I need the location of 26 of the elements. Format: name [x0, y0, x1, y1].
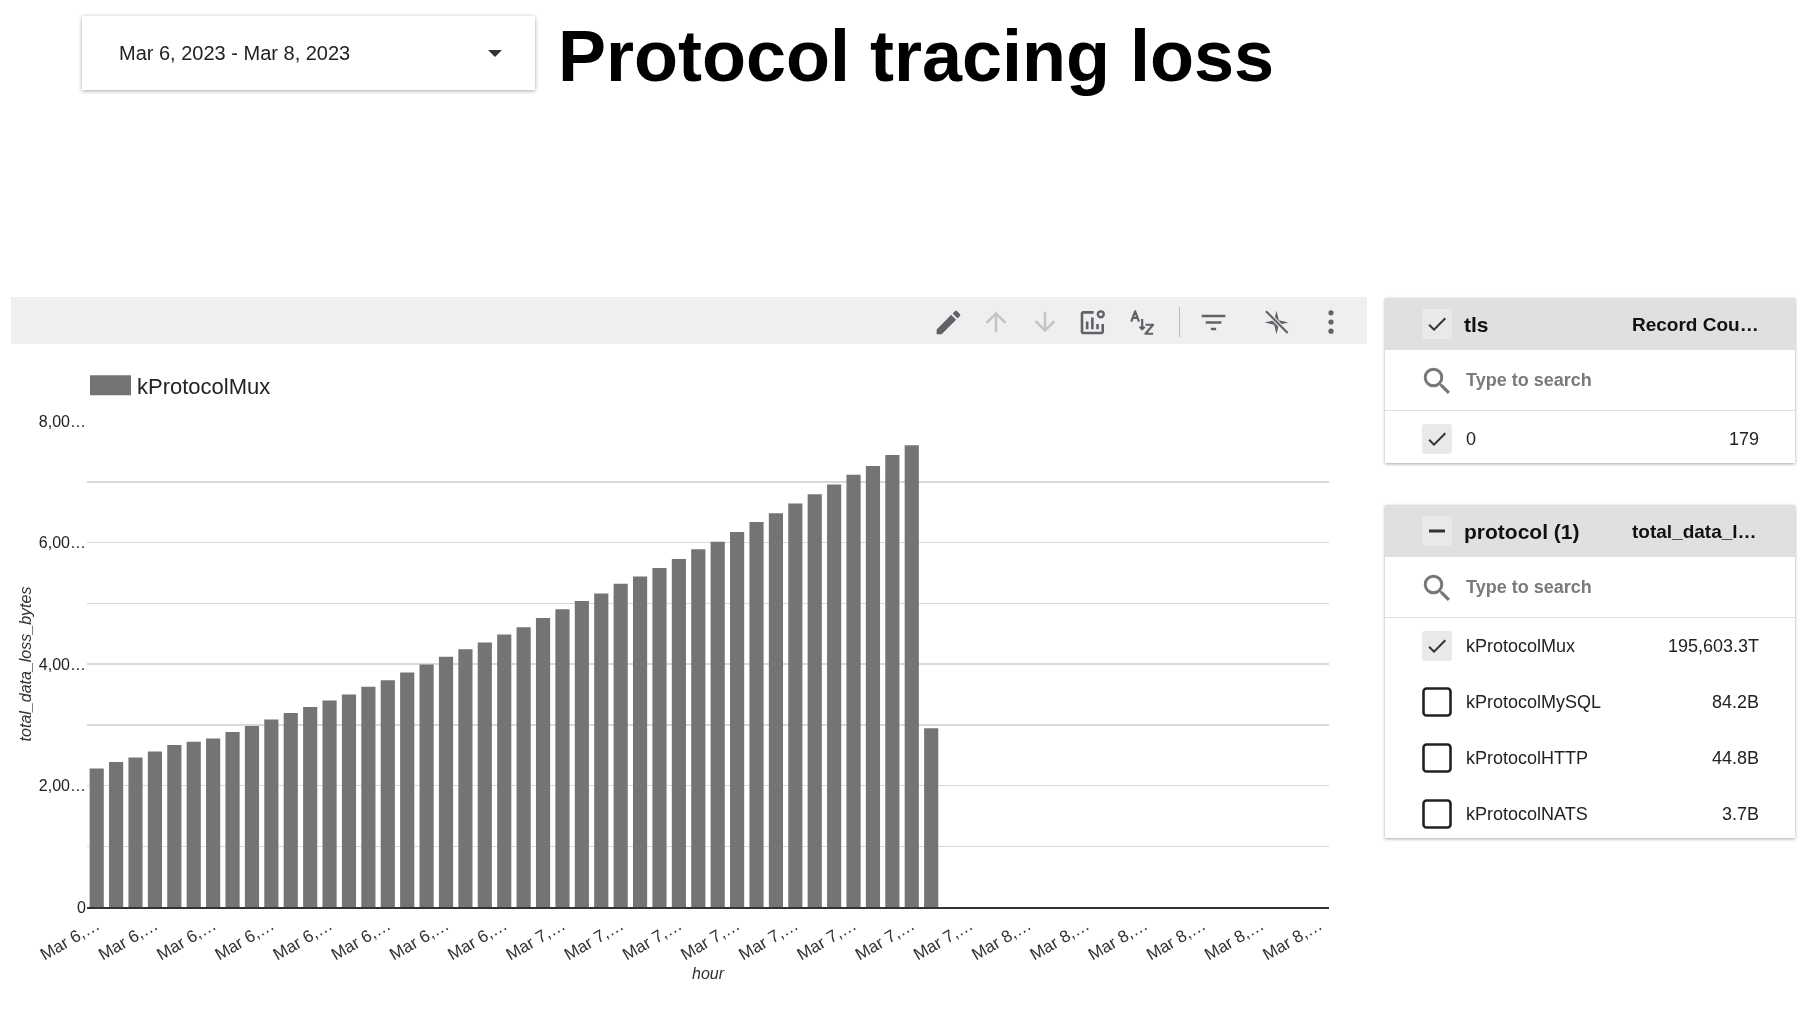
text: Record Cou…: [1632, 314, 1759, 335]
category-label: 4,00…: [38, 655, 86, 673]
text: Type to search: [1466, 370, 1592, 390]
text: total_data_l…: [1632, 521, 1757, 542]
legend-label: kProtocolMux: [137, 373, 271, 399]
category-label: 2,00…: [38, 777, 86, 795]
text: Mar 6, 2023 - Mar 8, 2023: [119, 42, 351, 64]
category-label: 8,00…: [38, 412, 86, 430]
text: 0: [1466, 429, 1477, 449]
text: kProtocolNATS: [1466, 804, 1588, 824]
text: tls: [1464, 313, 1489, 336]
text: 3.7B: [1721, 804, 1759, 824]
text: 179: [1728, 429, 1759, 449]
text: 44.8B: [1711, 748, 1759, 768]
y-axis-title: total_data_loss_bytes: [16, 586, 34, 742]
chart-title: Protocol tracing loss: [558, 16, 1275, 97]
text: 195,603.3T: [1667, 636, 1759, 656]
category-label: 0: [77, 898, 86, 916]
x-axis-title: hour: [691, 964, 725, 982]
text: kProtocolHTTP: [1466, 748, 1589, 768]
text: Type to search: [1466, 577, 1592, 597]
category-label: 6,00…: [38, 534, 86, 552]
text: kProtocolMySQL: [1466, 692, 1602, 712]
text: protocol (1): [1464, 520, 1580, 543]
text: 84.2B: [1711, 692, 1759, 712]
text: kProtocolMux: [1466, 636, 1576, 656]
